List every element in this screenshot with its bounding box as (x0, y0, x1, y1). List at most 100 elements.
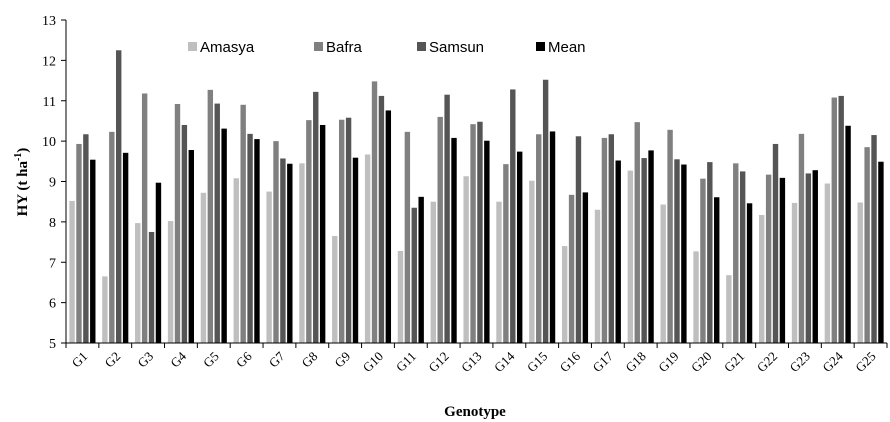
y-tick-label: 5 (49, 337, 56, 352)
x-tick-label: G22 (754, 349, 780, 375)
bar-bafra-g25 (864, 147, 870, 343)
x-tick-label: G9 (331, 349, 353, 371)
bar-bafra-g16 (568, 194, 575, 343)
bar-samsun-g25 (871, 135, 877, 343)
bar-samsun-g3 (148, 231, 155, 343)
bar-bafra-g2 (109, 131, 115, 343)
bar-bafra-g3 (141, 93, 148, 343)
bar-amasya-g23 (791, 202, 798, 343)
bar-samsun-g8 (313, 91, 319, 344)
bar-bafra-g21 (733, 163, 739, 343)
x-tick-label: G8 (299, 349, 321, 371)
x-tick-label: G19 (655, 349, 681, 375)
bar-samsun-g4 (181, 124, 188, 343)
x-tick-label: G12 (425, 349, 451, 375)
bar-samsun-g22 (772, 143, 779, 343)
bar-marks (69, 50, 884, 344)
bar-mean-g10 (385, 110, 392, 343)
bar-mean-g13 (484, 140, 490, 343)
bar-amasya-g11 (397, 250, 404, 343)
bar-mean-g20 (714, 197, 720, 343)
legend-swatch-samsun (417, 42, 426, 51)
bar-samsun-g23 (805, 173, 812, 343)
bar-samsun-g6 (247, 133, 253, 343)
bar-amasya-g8 (299, 163, 305, 343)
y-tick-label: 9 (49, 176, 56, 191)
bar-amasya-g25 (857, 202, 863, 343)
bar-bafra-g1 (76, 143, 82, 343)
bar-mean-g15 (549, 131, 556, 343)
legend-label-mean: Mean (548, 39, 586, 56)
x-tick-label: G20 (688, 349, 714, 375)
bar-samsun-g7 (280, 158, 286, 343)
legend-label-samsun: Samsun (429, 39, 484, 56)
x-tick-label: G16 (557, 348, 584, 375)
bar-samsun-g13 (477, 121, 483, 344)
bar-amasya-g17 (594, 209, 601, 343)
bar-bafra-g19 (667, 129, 673, 343)
bar-mean-g1 (90, 159, 96, 343)
bar-bafra-g20 (700, 178, 706, 343)
y-tick-label: 11 (43, 95, 56, 110)
bar-amasya-g10 (364, 154, 371, 343)
x-tick-label: G21 (721, 349, 747, 375)
x-tick-label: G18 (622, 349, 648, 375)
bar-amasya-g3 (135, 223, 141, 343)
bar-bafra-g15 (536, 134, 542, 343)
x-tick-label: G2 (102, 349, 124, 371)
bar-samsun-g20 (707, 162, 713, 343)
y-axis-title: HY (t ha-1) (13, 148, 31, 217)
bar-samsun-g9 (345, 117, 352, 344)
bar-amasya-g20 (693, 251, 699, 343)
x-tick-label: G13 (458, 349, 484, 375)
x-tick-label: G4 (167, 348, 189, 370)
y-axis-title-main: HY (t ha (15, 161, 31, 217)
bar-mean-g4 (188, 150, 194, 343)
bar-amasya-g16 (561, 246, 568, 343)
bar-mean-g18 (648, 150, 654, 343)
bar-bafra-g11 (404, 131, 411, 343)
bar-amasya-g9 (332, 236, 338, 343)
bar-mean-g19 (681, 164, 687, 343)
x-tick-label: G5 (200, 349, 222, 371)
y-tick-label: 6 (49, 297, 56, 312)
bar-bafra-g24 (831, 97, 837, 344)
bar-amasya-g21 (726, 275, 732, 343)
bar-amasya-g14 (496, 201, 502, 343)
y-tick-label: 8 (49, 216, 56, 231)
bar-mean-g16 (582, 192, 589, 343)
bar-bafra-g8 (306, 120, 312, 343)
bar-bafra-g22 (765, 174, 772, 343)
bar-bafra-g17 (601, 137, 608, 343)
x-tick-label: G14 (491, 348, 518, 375)
bar-amasya-g1 (69, 200, 75, 343)
y-axis-title-unit-sup: -1 (13, 153, 24, 161)
legend-label-amasya: Amasya (200, 39, 255, 56)
bar-mean-g24 (845, 125, 851, 343)
bar-mean-g2 (122, 152, 129, 343)
bar-mean-g11 (418, 196, 424, 343)
bar-mean-g6 (254, 139, 260, 343)
bar-samsun-g16 (575, 136, 582, 343)
legend-label-bafra: Bafra (326, 39, 363, 56)
x-tick-label: G7 (266, 348, 288, 370)
bar-samsun-g10 (378, 95, 385, 343)
x-tick-label: G23 (787, 349, 813, 375)
y-tick-label: 12 (42, 54, 56, 69)
x-tick-label: G1 (69, 349, 91, 371)
bar-bafra-g4 (174, 103, 181, 343)
bar-mean-g12 (451, 137, 457, 343)
bar-samsun-g17 (608, 134, 615, 343)
bar-amasya-g4 (167, 221, 174, 343)
legend-swatch-bafra (314, 42, 323, 51)
bar-amasya-g13 (463, 176, 469, 343)
bar-mean-g8 (319, 124, 326, 343)
x-tick-label: G3 (134, 349, 156, 371)
legend-swatch-mean (536, 42, 545, 51)
x-tick-label: G17 (590, 348, 617, 375)
bar-mean-g3 (155, 182, 162, 343)
x-axis-title: Genotype (444, 404, 506, 420)
bar-bafra-g10 (371, 81, 378, 344)
bar-samsun-g2 (116, 50, 122, 343)
